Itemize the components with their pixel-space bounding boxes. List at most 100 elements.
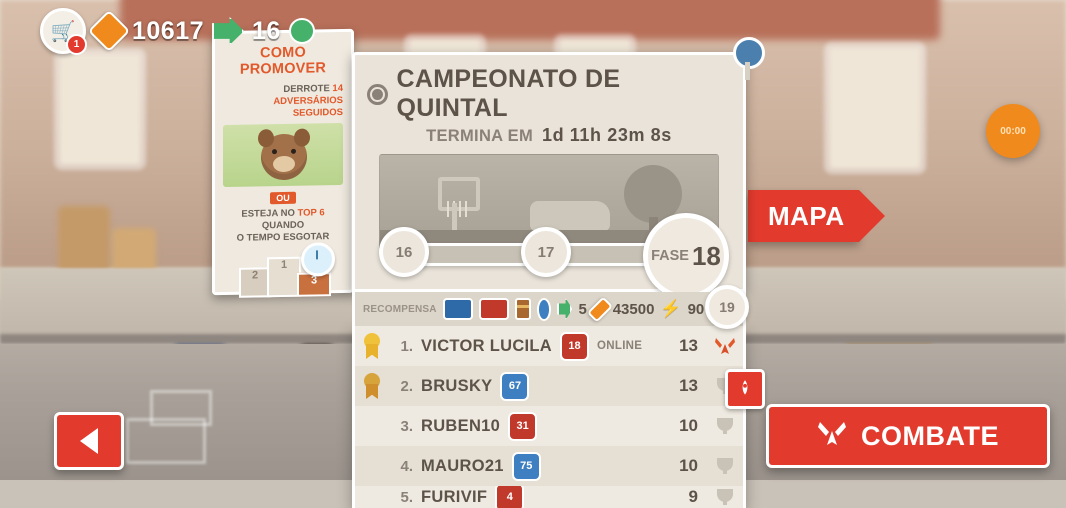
crossed-swords-icon	[713, 336, 737, 356]
promo-req2-c: QUANDO	[261, 219, 305, 232]
row-rank: 4.	[400, 457, 413, 475]
tournament-panel: CAMPEONATO DE QUINTAL TERMINA EM 1d 11h …	[352, 37, 765, 508]
back-arrow-icon	[80, 428, 98, 454]
row-player-name: RUBEN10	[421, 416, 501, 435]
ends-in-time: 1d 11h 23m 8s	[542, 125, 672, 145]
row-score: 10	[679, 416, 698, 435]
rocket-flag-icon[interactable]	[725, 369, 765, 409]
row-level-badge: 18	[560, 331, 590, 361]
stage-current-value: 18	[691, 240, 721, 271]
hopscotch-2	[150, 390, 212, 426]
window-1	[60, 54, 140, 164]
combate-button-label: COMBATE	[861, 420, 999, 451]
promo-or-label: OU	[270, 191, 296, 204]
promo-illustration	[223, 122, 343, 187]
dog-eye-left	[272, 148, 277, 154]
dog-eye-right	[291, 148, 296, 154]
chest-icon	[514, 298, 532, 320]
trophy-icon	[713, 487, 737, 507]
row-rank: 3.	[400, 417, 413, 435]
ends-in-label: TERMINA EM	[426, 127, 533, 145]
energy-icon: ⚡	[660, 299, 682, 318]
stage-node-17[interactable]: 17	[521, 227, 571, 277]
promo-requirement-2: ESTEJA NO TOP 6 QUANDO O TEMPO ESGOTAR	[221, 207, 345, 246]
mapa-button-label: MAPA	[748, 190, 859, 242]
promotion-info-card[interactable]: COMO PROMOVER DERROTE 14 ADVERSÁRIOS SEG…	[212, 28, 354, 298]
medal-placeholder	[361, 453, 383, 479]
row-player-name: BRUSKY	[421, 376, 493, 395]
medal-placeholder	[361, 413, 383, 439]
green-arrow-icon	[557, 298, 573, 320]
stage-node-next[interactable]: 19	[705, 285, 749, 329]
row-score: 9	[688, 487, 698, 506]
row-player-name: VICTOR LUCILA	[421, 336, 553, 355]
stage-current-label: FASE	[651, 248, 689, 264]
medal-ribbon	[366, 344, 378, 359]
stage-node-16[interactable]: 16	[379, 227, 429, 277]
row-level-badge: 75	[511, 451, 541, 481]
medal-icon	[361, 373, 383, 399]
stage-progress: 16 17 FASE 18	[369, 213, 729, 299]
row-level-badge: 67	[500, 371, 530, 401]
coin-amount: 10617	[132, 16, 205, 45]
combate-button[interactable]: COMBATE	[766, 404, 1050, 468]
tree-prop	[624, 165, 682, 223]
promo-requirement-1: DERROTE 14 ADVERSÁRIOS SEGUIDOS	[223, 83, 343, 121]
shop-badge: 1	[66, 34, 87, 55]
row-score: 10	[679, 456, 698, 475]
gem-icon	[586, 295, 613, 323]
green-arrow-icon	[212, 17, 245, 45]
stage-node-current[interactable]: FASE 18	[643, 213, 729, 299]
podium-first: 1	[267, 256, 301, 297]
car-prop	[530, 201, 610, 231]
promo-req1-sub: ADVERSÁRIOS SEGUIDOS	[273, 94, 343, 119]
green-circle-icon	[288, 18, 315, 44]
arrow-reward-value: 5	[578, 300, 587, 318]
row-level-badge: 4	[495, 486, 525, 508]
clock-icon	[301, 241, 335, 277]
mapa-button[interactable]: MAPA	[748, 190, 885, 242]
medal-icon	[361, 333, 383, 359]
table-row[interactable]: 3. RUBEN10 31 10	[355, 406, 743, 446]
hopscotch-1	[126, 418, 206, 464]
card-chip-red-icon	[478, 298, 509, 320]
tournament-timer-row: TERMINA EM 1d 11h 23m 8s	[367, 125, 731, 146]
shop-button[interactable]: 🛒 1	[40, 8, 87, 55]
crossed-swords-icon	[817, 420, 847, 453]
row-status: ONLINE	[597, 340, 643, 352]
currency-hud: 🛒 1 10617 16	[40, 8, 315, 55]
promo-req2-b: TOP 6	[297, 206, 325, 219]
gem-reward-value: 43500	[612, 300, 655, 318]
trophy-icon	[713, 456, 737, 476]
row-player-name: FURIVIF	[421, 487, 488, 506]
dog-snout	[273, 155, 295, 172]
table-row[interactable]: 5. FURIVIF 4 9	[355, 486, 743, 508]
map-pin-icon	[733, 37, 765, 80]
row-player-name: MAURO21	[421, 456, 504, 475]
gem-icon	[87, 9, 131, 53]
row-score: 13	[679, 336, 698, 355]
medal-placeholder	[361, 486, 383, 508]
table-row[interactable]: 1. VICTOR LUCILA 18 ONLINE 13	[355, 326, 743, 366]
back-button[interactable]	[54, 412, 124, 470]
basketball-hoop-icon	[438, 177, 480, 217]
window-4	[830, 48, 920, 168]
promo-req1-text: DERROTE	[283, 83, 330, 95]
energy-reward-value: 90	[687, 300, 705, 318]
reward-strip: RECOMPENSA 5 43500 ⚡ 90 19	[352, 285, 749, 329]
promo-req2-a: ESTEJA NO	[241, 207, 295, 220]
medal-ribbon	[366, 384, 378, 399]
tournament-title-row: CAMPEONATO DE QUINTAL	[367, 65, 731, 123]
dog-avatar-icon	[261, 133, 307, 181]
row-score: 13	[679, 376, 698, 395]
timer-orb[interactable]: 00:00	[986, 104, 1040, 158]
podium-illustration: 2 1 3	[237, 241, 335, 298]
trophy-icon	[713, 416, 737, 436]
row-level-badge: 31	[508, 411, 538, 441]
reward-label: RECOMPENSA	[363, 303, 437, 315]
ball-reward-icon	[537, 297, 552, 321]
table-row[interactable]: 2. BRUSKY 67 13	[355, 366, 765, 409]
table-row[interactable]: 4. MAURO21 75 10	[355, 446, 743, 486]
card-chip-icon	[442, 298, 473, 320]
tournament-title: CAMPEONATO DE QUINTAL	[396, 65, 621, 122]
